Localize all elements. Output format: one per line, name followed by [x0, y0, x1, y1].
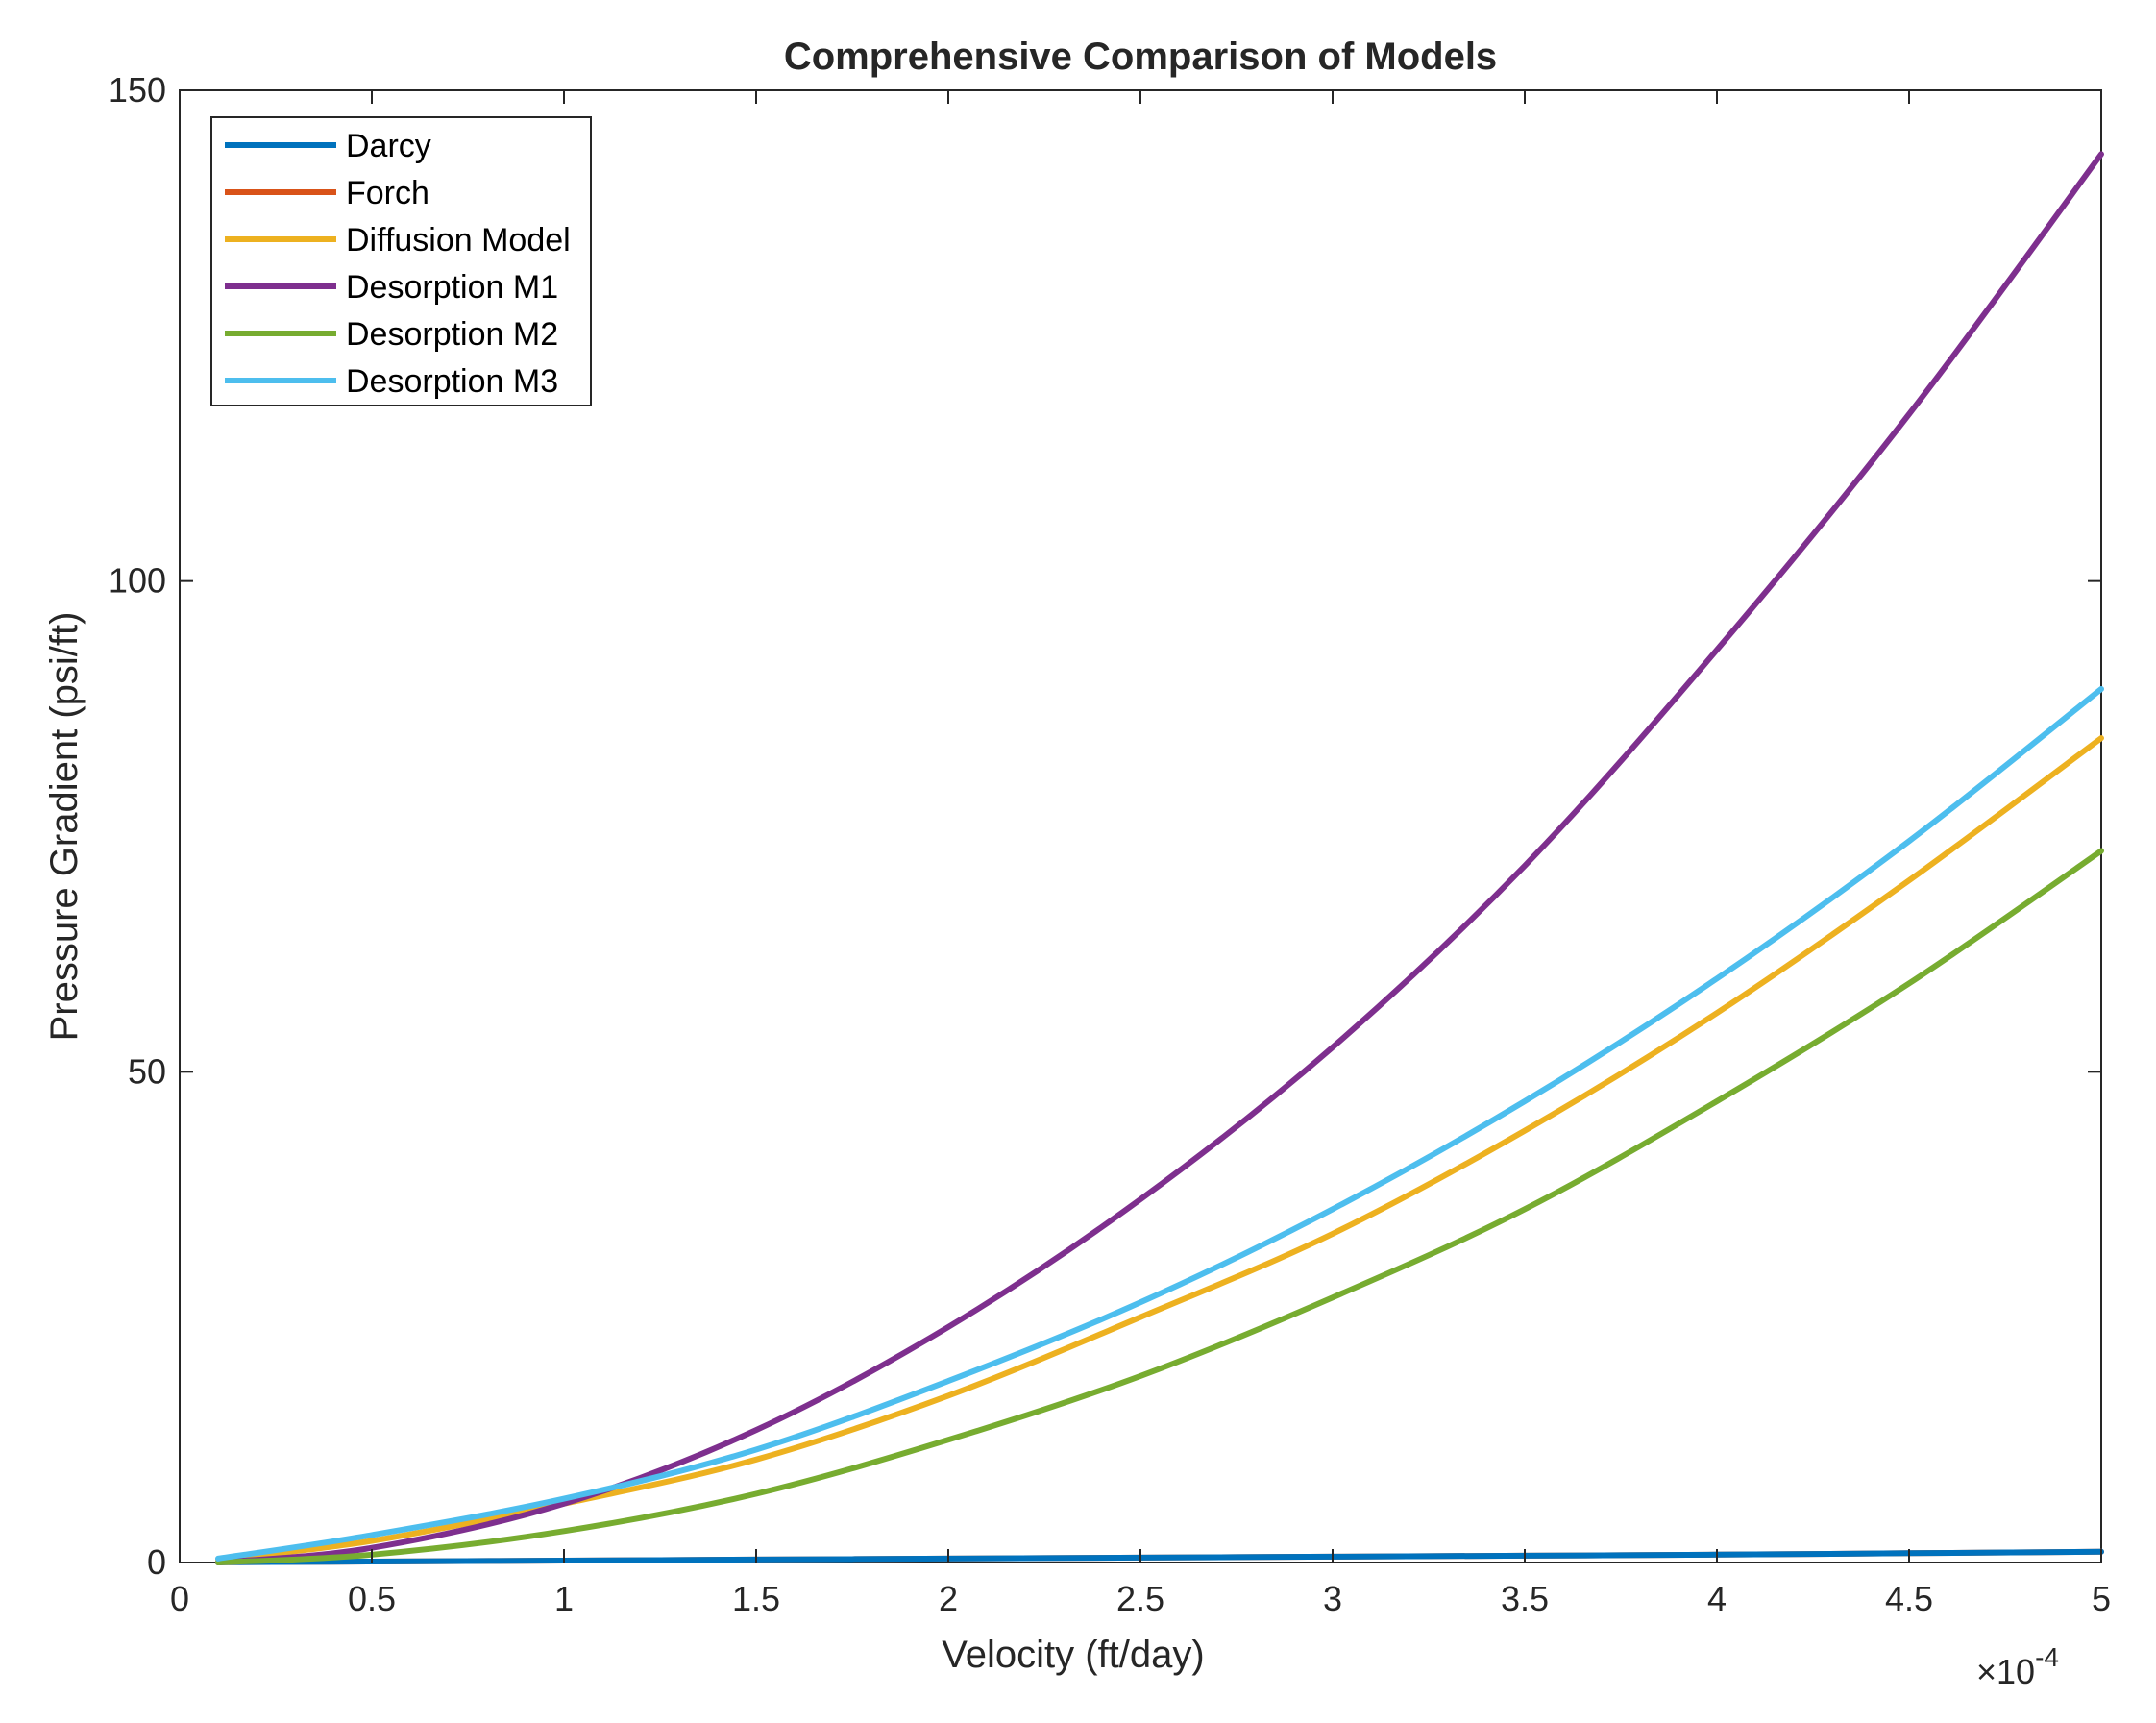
x-tick-label: 4.5: [1885, 1579, 1933, 1618]
x-tick-label: 5: [2092, 1579, 2111, 1618]
series-line-desorption-m2: [215, 848, 2104, 1565]
y-tick-label: 100: [109, 561, 166, 601]
legend-box: [210, 116, 592, 406]
legend-label: Forch: [346, 175, 429, 211]
chart-title: Comprehensive Comparison of Models: [784, 36, 1497, 78]
legend-label: Desorption M3: [346, 363, 558, 400]
x-tick-label: 3.5: [1501, 1579, 1549, 1618]
x-multiplier-exponent: -4: [2035, 1642, 2059, 1672]
x-tick-label: 2: [939, 1579, 958, 1618]
legend-label: Diffusion Model: [346, 222, 571, 258]
y-tick-label: 150: [109, 70, 166, 110]
x-tick-label: 4: [1707, 1579, 1727, 1618]
y-tick-label: 0: [147, 1542, 166, 1582]
x-axis-multiplier: ×10-4: [1976, 1642, 2059, 1691]
series-lines: [215, 151, 2104, 1565]
x-tick-label: 1.5: [732, 1579, 780, 1618]
x-tick-label: 1: [554, 1579, 574, 1618]
x-tick-label: 0.5: [348, 1579, 396, 1618]
y-tick-label: 50: [128, 1051, 166, 1091]
series-line-desorption-m3: [215, 686, 2104, 1562]
x-tick-label: 0: [170, 1579, 189, 1618]
legend: Darcy Forch Diffusion Model Desorption M1 De…: [210, 116, 592, 406]
x-tick-label: 3: [1323, 1579, 1342, 1618]
x-tick-label: 2.5: [1116, 1579, 1164, 1618]
y-axis-label: Pressure Gradient (psi/ft): [43, 612, 86, 1042]
legend-label: Desorption M1: [346, 269, 558, 306]
legend-label: Darcy: [346, 128, 431, 164]
legend-label: Desorption M2: [346, 316, 558, 353]
x-axis-label: Velocity (ft/day): [942, 1634, 1204, 1676]
x-multiplier-base: ×10: [1976, 1652, 2035, 1691]
svg-text:×10-4: ×10-4: [1976, 1642, 2059, 1691]
series-line-desorption-m1: [215, 151, 2104, 1565]
